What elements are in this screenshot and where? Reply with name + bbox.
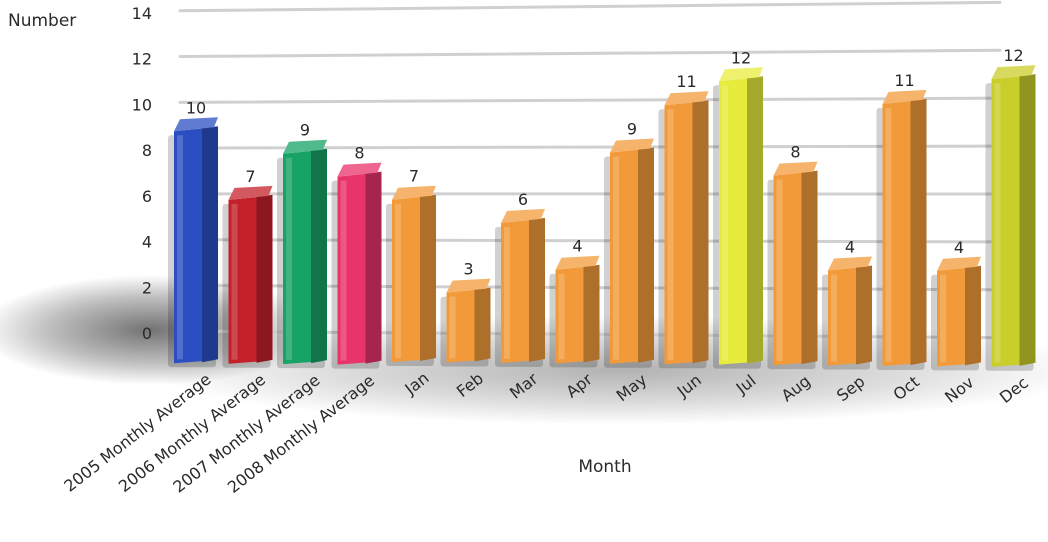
data-label: 11 — [894, 71, 914, 90]
data-label: 11 — [676, 72, 696, 91]
data-label: 3 — [463, 260, 473, 279]
bar — [549, 255, 600, 368]
y-tick-label: 14 — [132, 4, 152, 23]
bar — [822, 256, 872, 370]
bar — [440, 278, 491, 367]
bar — [331, 162, 382, 369]
bar — [277, 139, 327, 369]
y-tick-label: 4 — [142, 233, 152, 252]
gridline — [178, 0, 1002, 13]
bar — [713, 67, 763, 369]
bar — [658, 91, 709, 369]
y-tick-label: 12 — [132, 50, 152, 69]
data-label: 4 — [572, 237, 582, 256]
y-tick-label: 10 — [132, 95, 152, 114]
data-label: 7 — [245, 167, 255, 186]
data-label: 6 — [518, 190, 528, 209]
bar — [985, 65, 1036, 371]
data-label: 10 — [186, 98, 206, 117]
bar — [168, 117, 218, 368]
x-axis-label: Month — [578, 457, 631, 477]
bars — [168, 65, 1036, 371]
data-label: 9 — [300, 121, 310, 140]
bar — [495, 208, 545, 367]
data-label: 4 — [845, 237, 855, 256]
bar — [931, 256, 981, 371]
bar — [767, 161, 818, 370]
gridline — [178, 96, 1002, 104]
value-labels: 10 7 9 8 7 3 6 4 9 11 12 8 4 11 4 12 — [186, 46, 1024, 278]
y-axis-label: Number — [8, 11, 76, 31]
y-tick-label: 6 — [142, 187, 152, 206]
y-tick-label: 8 — [142, 141, 152, 160]
bar — [386, 185, 436, 367]
y-axis-ticks: 0 2 4 6 8 10 12 14 — [132, 4, 152, 343]
y-tick-label: 2 — [142, 278, 152, 297]
data-label: 7 — [409, 167, 419, 186]
data-label: 4 — [954, 238, 964, 257]
bar — [876, 89, 927, 370]
data-label: 12 — [1003, 46, 1023, 65]
data-label: 12 — [731, 48, 751, 67]
gridline — [178, 48, 1002, 59]
y-tick-label: 0 — [142, 324, 152, 343]
data-label: 8 — [354, 144, 364, 163]
bar — [222, 185, 273, 368]
data-label: 8 — [790, 143, 800, 162]
data-label: 9 — [627, 120, 637, 139]
bar — [604, 138, 654, 368]
